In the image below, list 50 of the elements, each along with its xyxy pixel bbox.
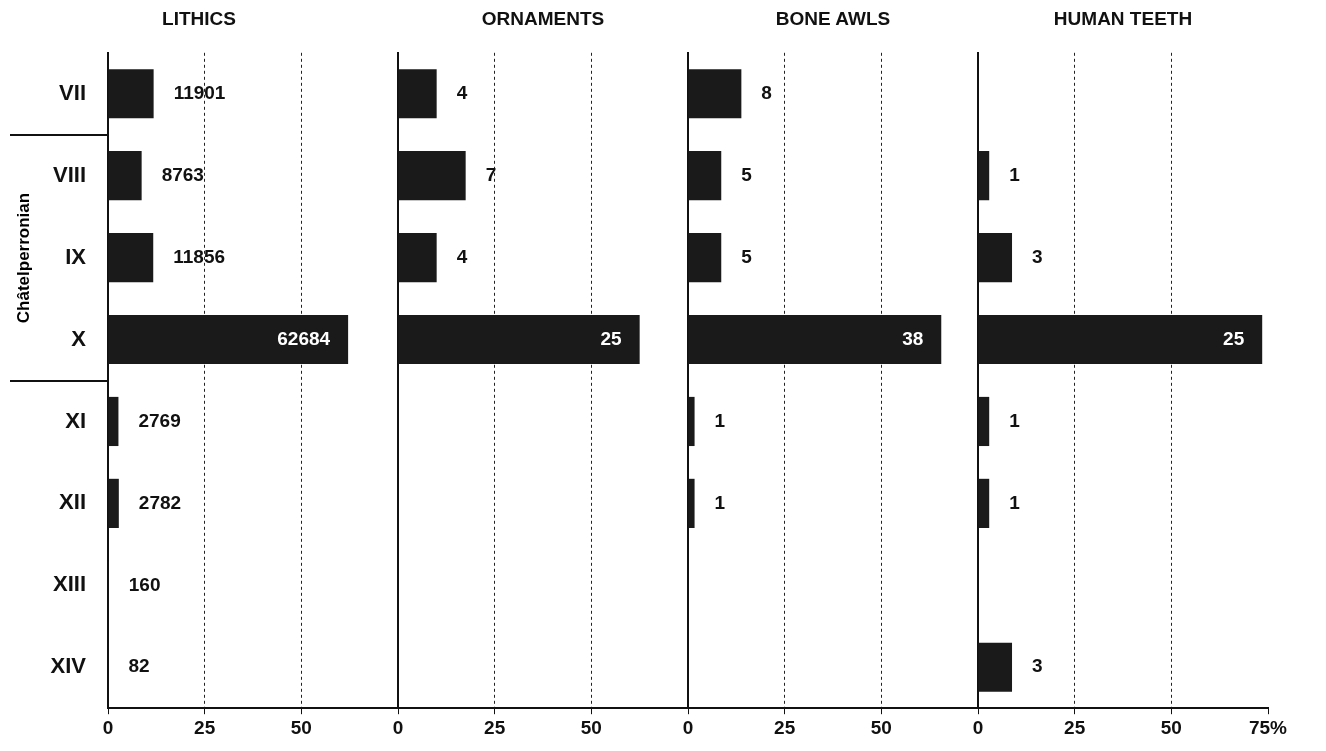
annotation: 82 bbox=[128, 655, 150, 677]
annotation: 8 bbox=[761, 82, 772, 103]
annotation: 5 bbox=[741, 245, 753, 267]
x-tick-label: 0 bbox=[392, 716, 404, 738]
annotation: 11856 bbox=[173, 245, 226, 267]
x-tick-label: 0 bbox=[682, 716, 694, 738]
annotation: 3 bbox=[1032, 245, 1043, 267]
x-tick-label: 50 bbox=[290, 716, 312, 738]
annotation: 25 bbox=[1223, 327, 1245, 349]
annotation: 1 bbox=[1009, 409, 1021, 431]
annotation: 1 bbox=[714, 409, 726, 431]
annotation: 7 bbox=[485, 163, 497, 185]
x-tick-label: 25 bbox=[774, 716, 796, 738]
y-tick-label: XIV bbox=[50, 653, 87, 679]
x-tick-label: 75% bbox=[1248, 716, 1288, 738]
y-tick-label: VIII bbox=[52, 161, 86, 187]
y-tick-label: XII bbox=[59, 489, 86, 515]
x-tick-label: 50 bbox=[580, 716, 602, 738]
y-tick-label: XIII bbox=[52, 571, 86, 597]
annotation: 1 bbox=[1009, 163, 1021, 185]
annotation: 38 bbox=[902, 327, 924, 349]
annotation: 25 bbox=[600, 327, 623, 349]
y-tick-label: VII bbox=[59, 79, 86, 105]
x-tick-label: 0 bbox=[102, 716, 114, 738]
annotation: 62684 bbox=[277, 327, 331, 349]
y-tick-label: XI bbox=[65, 407, 86, 433]
chart-title: ORNAMENTS bbox=[481, 7, 605, 29]
annotation: 160 bbox=[128, 573, 161, 595]
chart-title: LITHICS bbox=[162, 7, 236, 29]
x-tick-label: 50 bbox=[870, 716, 892, 738]
y-tick-label: X bbox=[71, 325, 87, 351]
chart-title: HUMAN TEETH bbox=[1053, 7, 1193, 29]
y-tick-label: IX bbox=[65, 243, 87, 269]
text: Châtelperronian bbox=[14, 192, 35, 323]
annotation: 4 bbox=[456, 245, 468, 267]
annotation: 3 bbox=[1032, 655, 1043, 677]
x-tick-label: 25 bbox=[1064, 716, 1086, 738]
chart-title: BONE AWLS bbox=[775, 7, 891, 29]
annotation: 5 bbox=[741, 163, 753, 185]
annotation: 2782 bbox=[138, 491, 182, 513]
annotation: 2769 bbox=[138, 409, 181, 431]
annotation: 1 bbox=[714, 491, 726, 513]
x-tick-label: 25 bbox=[194, 716, 216, 738]
x-tick-label: 25 bbox=[484, 716, 506, 738]
annotation: 11901 bbox=[173, 82, 226, 103]
annotation: 8763 bbox=[161, 163, 204, 185]
annotation: 1 bbox=[1009, 491, 1021, 513]
x-tick-label: 0 bbox=[972, 716, 984, 738]
annotation: 4 bbox=[456, 82, 468, 103]
x-tick-label: 50 bbox=[1160, 716, 1182, 738]
